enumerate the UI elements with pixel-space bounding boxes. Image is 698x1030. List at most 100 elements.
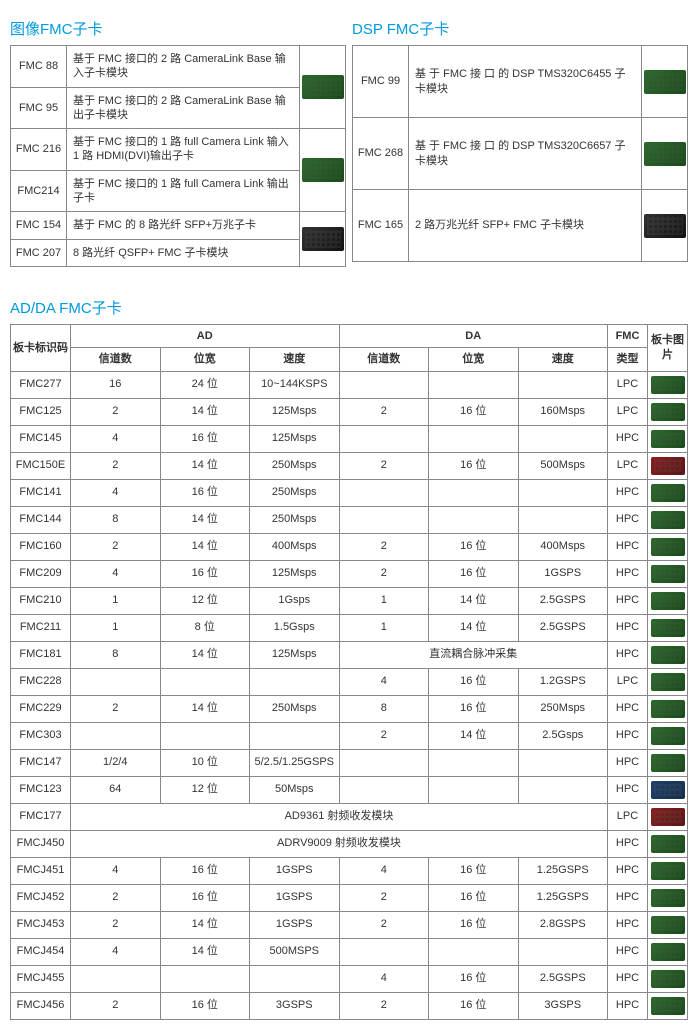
desc-cell: 2 路万兆光纤 SFP+ FMC 子卡模块 [409,190,642,262]
pcb-icon [651,808,685,826]
code-cell: FMCJ453 [11,911,71,938]
code-cell: FMC 165 [353,190,409,262]
ad-speed-cell [250,668,340,695]
fmc-type-cell: HPC [608,506,648,533]
table-row: FMCJ456216 位3GSPS216 位3GSPSHPC [11,992,688,1019]
fmc-type-cell: LPC [608,452,648,479]
da-speed-cell [518,425,608,452]
pcb-image-cell [300,46,346,129]
image-fmc-title: 图像FMC子卡 [10,18,346,39]
table-row: FMC2771624 位10~144KSPSLPC [11,371,688,398]
fmc-type-cell: HPC [608,479,648,506]
code-cell: FMC147 [11,749,71,776]
desc-cell: 基于 FMC 的 8 路光纤 SFP+万兆子卡 [67,212,300,239]
ad-speed-cell: 125Msps [250,641,340,668]
code-cell: FMC214 [11,170,67,212]
ad-speed-cell: 3GSPS [250,992,340,1019]
table-row: FMC1236412 位50MspsHPC [11,776,688,803]
fmc-type-cell: HPC [608,776,648,803]
table-row: FMC21118 位1.5Gsps114 位2.5GSPSHPC [11,614,688,641]
pcb-image-cell [648,641,688,668]
pcb-image-cell [648,371,688,398]
pcb-icon [651,781,685,799]
ad-bits-cell: 16 位 [160,560,250,587]
pcb-image-cell [648,749,688,776]
code-cell: FMC 268 [353,118,409,190]
ad-bits-cell: 14 位 [160,533,250,560]
pcb-icon [651,376,685,394]
da-bits-cell [429,479,519,506]
code-cell: FMC177 [11,803,71,830]
pcb-image-cell [648,722,688,749]
pcb-icon [302,227,344,251]
header-da-ch: 信道数 [339,348,429,371]
pcb-icon [651,862,685,880]
ad-ch-cell: 2 [71,992,161,1019]
pcb-icon [651,403,685,421]
pcb-icon [651,754,685,772]
ad-bits-cell: 14 位 [160,398,250,425]
fmc-type-cell: HPC [608,695,648,722]
table-row: FMC303214 位2.5GspsHPC [11,722,688,749]
table-row: FMC214基于 FMC 接口的 1 路 full Camera Link 输出… [11,170,346,212]
table-row: FMC1471/2/410 位5/2.5/1.25GSPSHPC [11,749,688,776]
image-fmc-table: FMC 88基于 FMC 接口的 2 路 CameraLink Base 输入子… [10,45,346,267]
ad-bits-cell: 16 位 [160,884,250,911]
pcb-image-cell [648,425,688,452]
table-row: FMC160214 位400Msps216 位400MspsHPC [11,533,688,560]
table-row: FMC 2078 路光纤 QSFP+ FMC 子卡模块 [11,239,346,266]
pcb-icon [651,700,685,718]
pcb-icon [651,727,685,745]
code-cell: FMC160 [11,533,71,560]
code-cell: FMC228 [11,668,71,695]
da-ch-cell [339,749,429,776]
ad-speed-cell: 50Msps [250,776,340,803]
pcb-icon [651,430,685,448]
fmc-type-cell: LPC [608,371,648,398]
pcb-icon [651,511,685,529]
ad-bits-cell: 16 位 [160,992,250,1019]
pcb-image-cell [648,452,688,479]
pcb-image-cell [648,533,688,560]
pcb-icon [651,835,685,853]
pcb-icon [644,142,686,166]
da-speed-cell: 1.25GSPS [518,857,608,884]
desc-cell: 基 于 FMC 接 口 的 DSP TMS320C6455 子卡模块 [409,46,642,118]
ad-bits-cell: 8 位 [160,614,250,641]
ad-speed-cell: 10~144KSPS [250,371,340,398]
da-ch-cell [339,479,429,506]
header-code: 板卡标识码 [11,324,71,371]
pcb-icon [644,70,686,94]
da-speed-cell: 250Msps [518,695,608,722]
pcb-image-cell [648,479,688,506]
ad-speed-cell: 250Msps [250,452,340,479]
fmc-type-cell: HPC [608,749,648,776]
ad-ch-cell: 4 [71,938,161,965]
da-ch-cell: 2 [339,560,429,587]
pcb-icon [651,457,685,475]
ad-speed-cell: 400Msps [250,533,340,560]
image-fmc-column: 图像FMC子卡 FMC 88基于 FMC 接口的 2 路 CameraLink … [10,10,346,267]
ad-ch-cell: 64 [71,776,161,803]
table-row: FMC 216基于 FMC 接口的 1 路 full Camera Link 输… [11,129,346,171]
header-da-bits: 位宽 [429,348,519,371]
code-cell: FMC210 [11,587,71,614]
ad-ch-cell: 2 [71,884,161,911]
adda-fmc-title: AD/DA FMC子卡 [10,297,688,318]
header-fmc: FMC [608,324,648,347]
fmc-type-cell: LPC [608,668,648,695]
code-cell: FMC144 [11,506,71,533]
da-bits-cell: 16 位 [429,533,519,560]
pcb-image-cell [642,190,688,262]
desc-cell: 基于 FMC 接口的 1 路 full Camera Link 输入 1 路 H… [67,129,300,171]
desc-cell: 8 路光纤 QSFP+ FMC 子卡模块 [67,239,300,266]
ad-speed-cell: 500MSPS [250,938,340,965]
ad-bits-cell: 14 位 [160,452,250,479]
table-row: FMC210112 位1Gsps114 位2.5GSPSHPC [11,587,688,614]
ad-ch-cell: 2 [71,695,161,722]
table-row: FMC229214 位250Msps816 位250MspsHPC [11,695,688,722]
ad-ch-cell: 2 [71,398,161,425]
code-cell: FMCJ451 [11,857,71,884]
pcb-icon [651,565,685,583]
top-tables-row: 图像FMC子卡 FMC 88基于 FMC 接口的 2 路 CameraLink … [10,10,688,267]
